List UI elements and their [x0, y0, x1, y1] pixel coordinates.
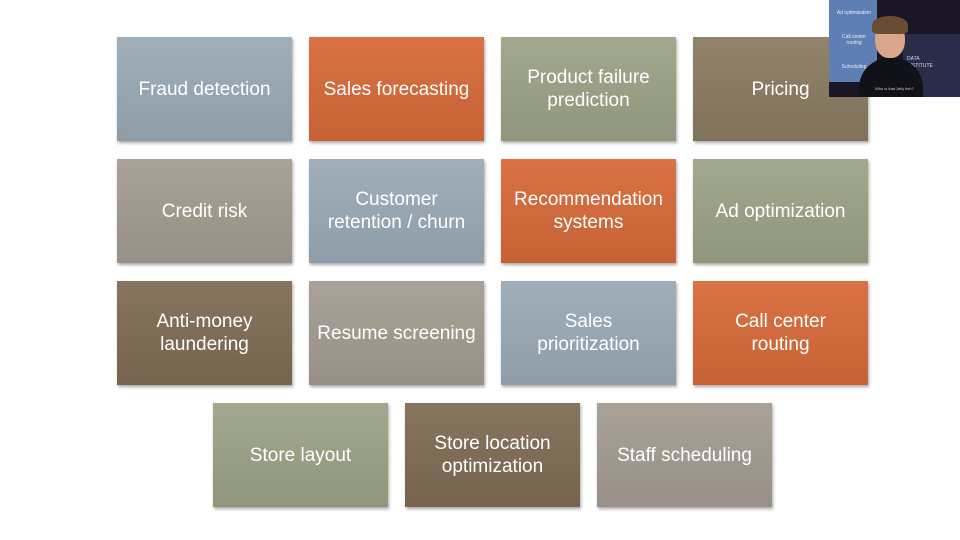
tile-label: Fraud detection [138, 78, 271, 100]
screen-text: Scheduling [841, 64, 867, 70]
tile-label: Store location optimization [434, 433, 551, 477]
screen-text: Ad optimization [836, 10, 872, 16]
tile-label: Resume screening [317, 322, 476, 344]
presenter-hair [872, 16, 908, 34]
tile-label: Store layout [249, 444, 352, 466]
tile-label: Recommendation systems [514, 189, 663, 233]
tile-label: Staff scheduling [617, 444, 752, 466]
tile-ad-optimization: Ad optimization [693, 159, 868, 263]
tile-staff-scheduling: Staff scheduling [597, 403, 772, 507]
tile-fraud-detection: Fraud detection [117, 37, 292, 141]
tile-customer-retention: Customer retention / churn [309, 159, 484, 263]
tile-label: Product failure prediction [527, 67, 650, 111]
tile-recommendation-systems: Recommendation systems [501, 159, 676, 263]
tile-store-layout: Store layout [213, 403, 388, 507]
tile-label: Call center routing [735, 311, 826, 355]
screen-text: Call center routing [842, 34, 866, 46]
tile-label: Pricing [751, 78, 810, 100]
tile-product-failure-prediction: Product failure prediction [501, 37, 676, 141]
tile-anti-money-laundering: Anti-money laundering [117, 281, 292, 385]
tile-call-center-routing: Call center routing [693, 281, 868, 385]
webcam-overlay: Ad optimization Call center routing Sche… [829, 0, 960, 97]
tile-label: Sales prioritization [537, 311, 640, 355]
shirt-text: Who is that Jelly fish? [875, 86, 914, 91]
tile-label: Anti-money laundering [156, 311, 253, 355]
tile-credit-risk: Credit risk [117, 159, 292, 263]
tile-label: Ad optimization [715, 200, 846, 222]
tile-store-location-optimization: Store location optimization [405, 403, 580, 507]
presenter-body: Who is that Jelly fish? [859, 58, 923, 97]
tile-label: Customer retention / churn [327, 189, 466, 233]
tile-sales-forecasting: Sales forecasting [309, 37, 484, 141]
banner-text: DATA INSTITUTE [907, 56, 933, 69]
tile-label: Credit risk [161, 200, 248, 222]
tile-sales-prioritization: Sales prioritization [501, 281, 676, 385]
tile-label: Sales forecasting [323, 78, 470, 100]
tile-resume-screening: Resume screening [309, 281, 484, 385]
